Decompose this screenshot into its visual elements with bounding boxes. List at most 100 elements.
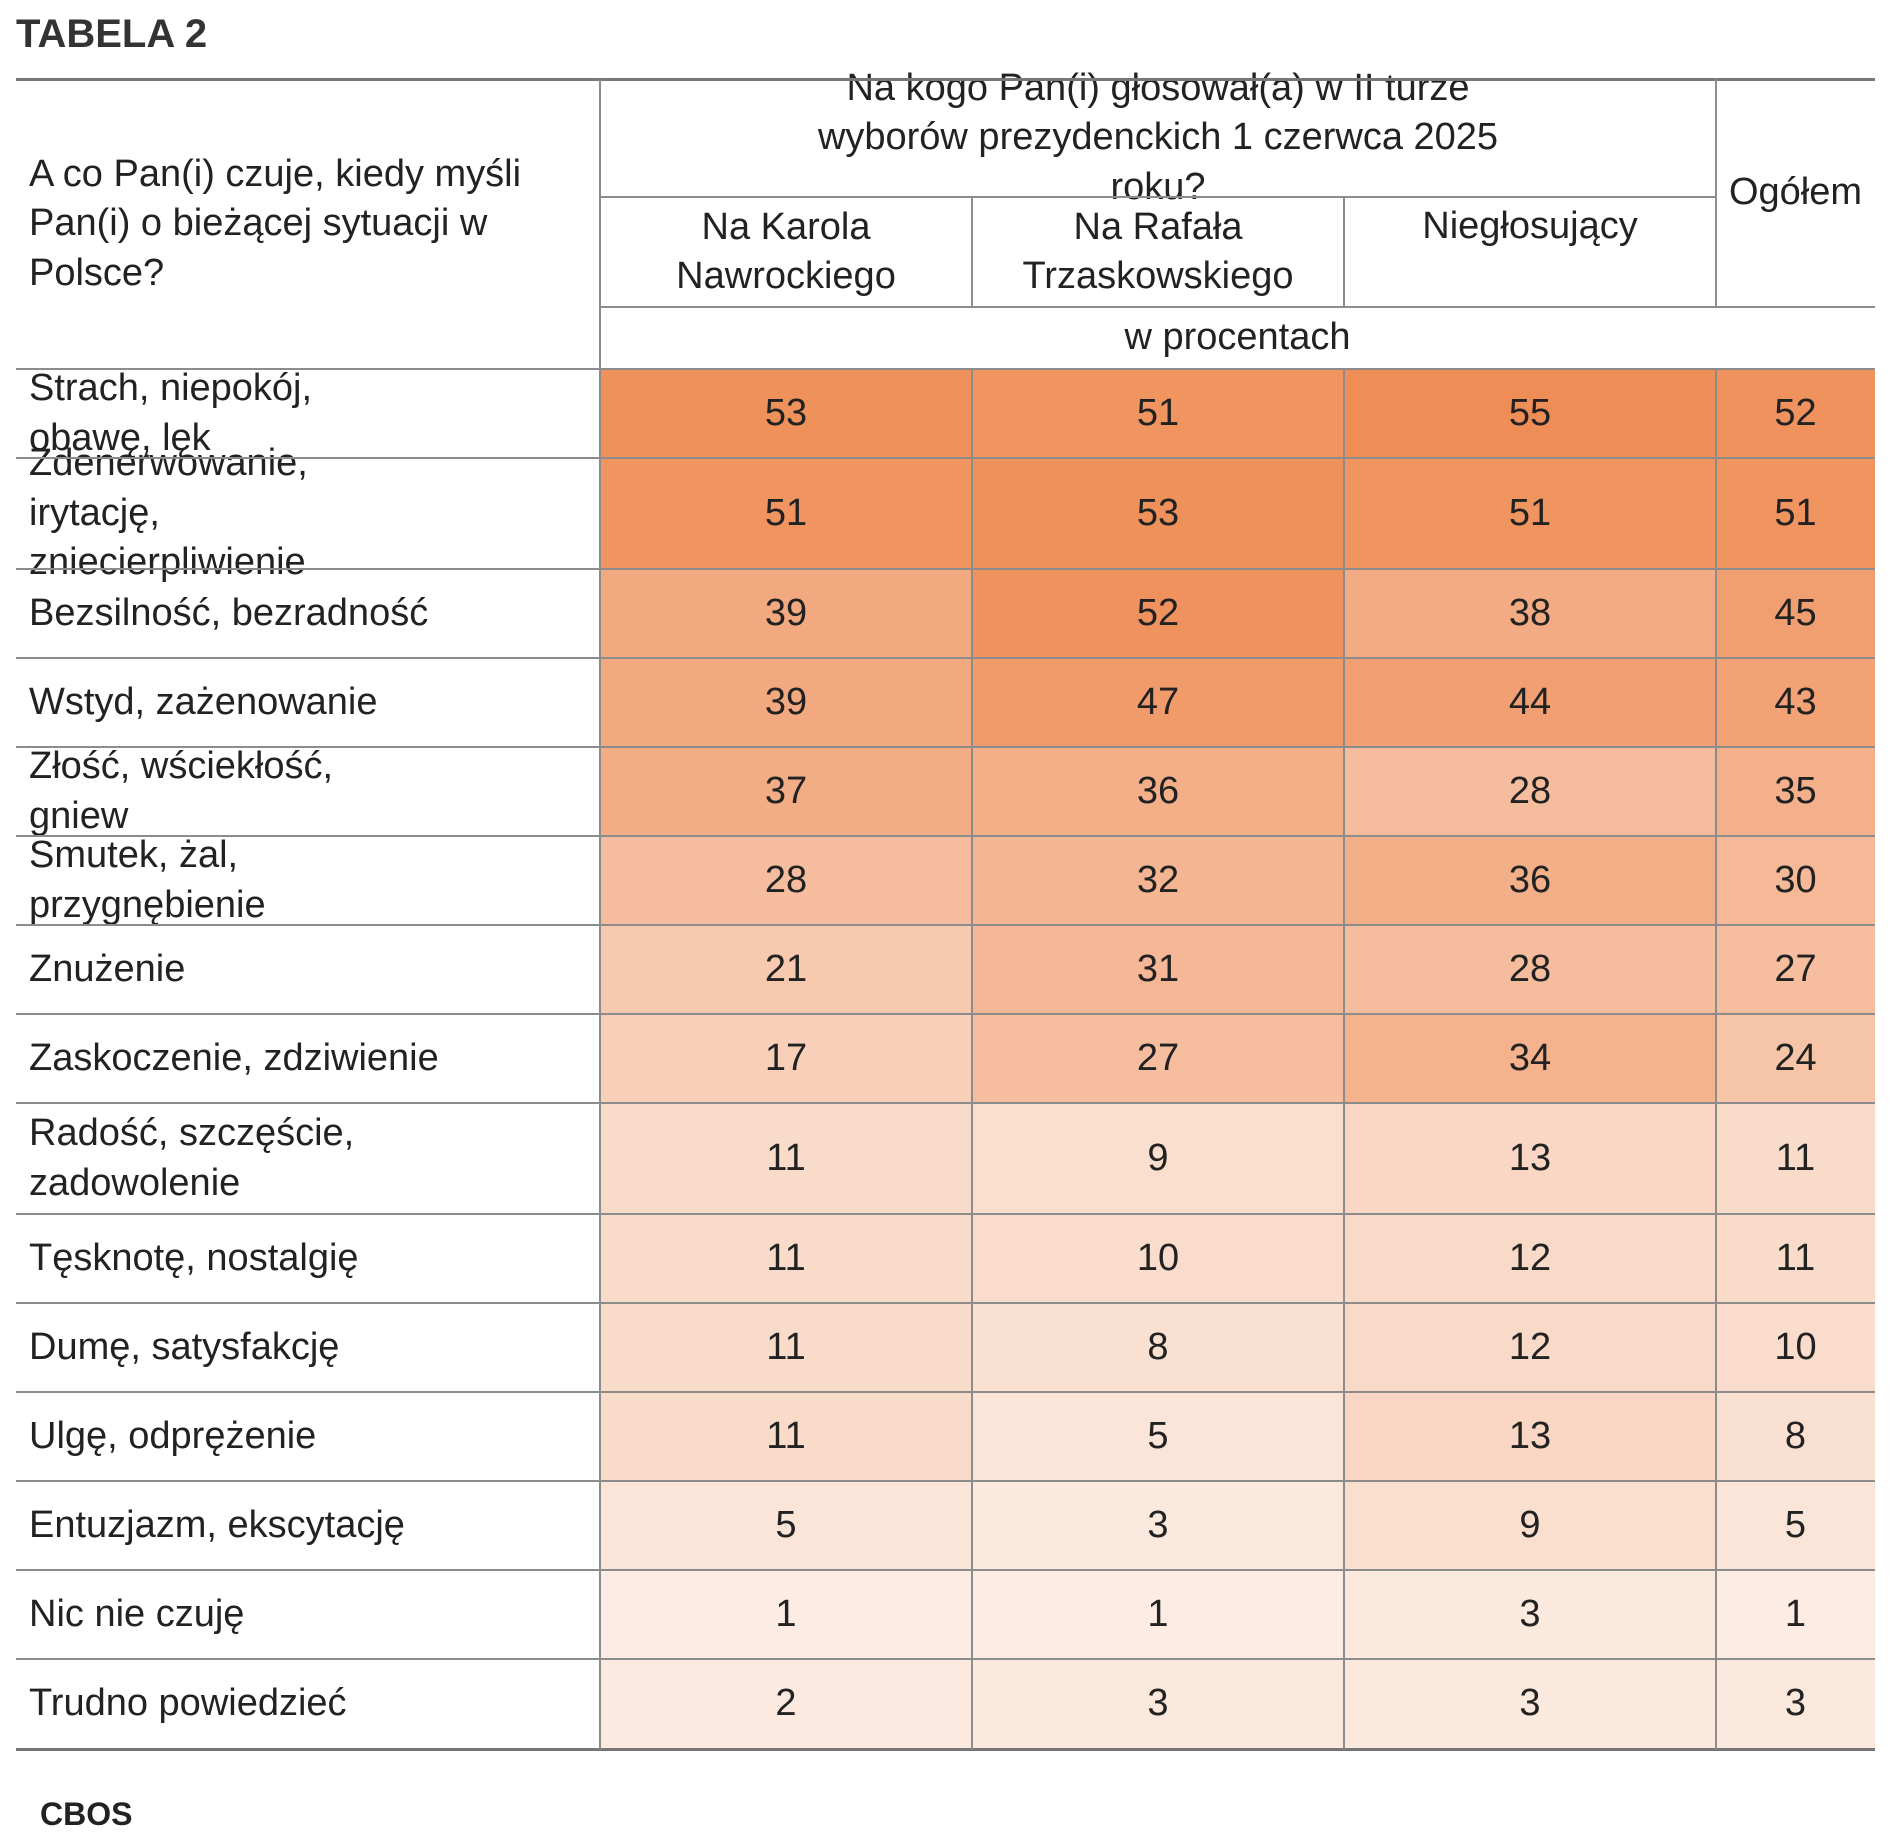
- value-cell: 35: [1716, 747, 1875, 836]
- row-divider: [16, 746, 1875, 748]
- row-label: Bezsilność, bezradność: [29, 591, 429, 634]
- row-divider: [16, 1658, 1875, 1660]
- row-label: Tęsknotę, nostalgię: [29, 1236, 359, 1279]
- row-divider: [16, 1302, 1875, 1304]
- row-label: Znużenie: [29, 947, 186, 990]
- row-label: Smutek, żal, przygnębienie: [29, 834, 266, 926]
- value-cell: 11: [600, 1214, 972, 1303]
- value-cell: 12: [1344, 1214, 1716, 1303]
- value-cell: 39: [600, 569, 972, 658]
- value-cell: 11: [600, 1103, 972, 1214]
- row-label: Radość, szczęście, zadowolenie: [29, 1112, 355, 1204]
- value-cell: 24: [1716, 1014, 1875, 1103]
- row-divider: [16, 568, 1875, 570]
- value-cell: 30: [1716, 836, 1875, 925]
- value-cell: 3: [1344, 1659, 1716, 1749]
- column-header-trzaskowski: Na Rafała Trzaskowskiego: [1022, 205, 1294, 297]
- value-cell: 3: [1344, 1570, 1716, 1659]
- value-cell: 9: [1344, 1481, 1716, 1570]
- value-cell: 3: [972, 1481, 1344, 1570]
- column-header-total: Ogółem: [1728, 171, 1863, 214]
- value-cell: 36: [972, 747, 1344, 836]
- value-cell: 37: [600, 747, 972, 836]
- table-title: TABELA 2: [16, 12, 208, 56]
- value-cell: 10: [972, 1214, 1344, 1303]
- value-cell: 1: [600, 1570, 972, 1659]
- row-label: Zaskoczenie, zdziwienie: [29, 1036, 439, 1079]
- row-label: Zdenerwowanie, irytację, zniecierpliwien…: [29, 442, 308, 584]
- row-divider: [16, 1480, 1875, 1482]
- row-label: Trudno powiedzieć: [29, 1682, 347, 1725]
- row-divider: [16, 657, 1875, 659]
- row-label: Strach, niepokój, obawę, lęk: [29, 367, 313, 459]
- value-cell: 36: [1344, 836, 1716, 925]
- row-divider: [600, 306, 1875, 308]
- row-label: Dumę, satysfakcję: [29, 1325, 340, 1368]
- value-cell: 28: [1344, 747, 1716, 836]
- value-cell: 8: [1716, 1392, 1875, 1481]
- value-cell: 28: [1344, 925, 1716, 1014]
- column-header-nawrocki: Na Karola Nawrockiego: [676, 205, 896, 297]
- row-label: Wstyd, zażenowanie: [29, 680, 378, 723]
- value-cell: 45: [1716, 569, 1875, 658]
- column-divider: [971, 369, 973, 1749]
- column-divider: [1715, 369, 1717, 1749]
- value-cell: 12: [1344, 1303, 1716, 1392]
- row-label: Ulgę, odprężenie: [29, 1414, 317, 1457]
- column-divider: [599, 79, 601, 1749]
- value-cell: 51: [1716, 458, 1875, 569]
- value-cell: 32: [972, 836, 1344, 925]
- value-cell: 5: [972, 1392, 1344, 1481]
- row-divider: [16, 1569, 1875, 1571]
- group-question-header: Na kogo Pan(i) głosował(a) w II turze wy…: [817, 66, 1499, 208]
- value-cell: 27: [972, 1014, 1344, 1103]
- value-cell: 34: [1344, 1014, 1716, 1103]
- value-cell: 51: [1344, 458, 1716, 569]
- row-divider: [16, 457, 1875, 459]
- value-cell: 11: [600, 1392, 972, 1481]
- table-top-border: [16, 78, 1875, 81]
- value-cell: 44: [1344, 658, 1716, 747]
- column-divider: [1343, 197, 1345, 307]
- value-cell: 5: [600, 1481, 972, 1570]
- row-divider: [16, 1102, 1875, 1104]
- value-cell: 53: [600, 369, 972, 458]
- value-cell: 38: [1344, 569, 1716, 658]
- value-cell: 47: [972, 658, 1344, 747]
- row-label-header: A co Pan(i) czuje, kiedy myśli Pan(i) o …: [29, 152, 522, 294]
- column-divider: [1343, 369, 1345, 1749]
- value-cell: 8: [972, 1303, 1344, 1392]
- value-cell: 2: [600, 1659, 972, 1749]
- value-cell: 13: [1344, 1392, 1716, 1481]
- value-cell: 9: [972, 1103, 1344, 1214]
- value-cell: 11: [600, 1303, 972, 1392]
- row-divider: [16, 835, 1875, 837]
- column-divider: [1715, 79, 1717, 307]
- table-bottom-border: [16, 1748, 1875, 1751]
- value-cell: 3: [1716, 1659, 1875, 1749]
- value-cell: 39: [600, 658, 972, 747]
- value-cell: 55: [1344, 369, 1716, 458]
- row-label: Złość, wściekłość, gniew: [29, 745, 334, 837]
- value-cell: 27: [1716, 925, 1875, 1014]
- row-divider: [16, 1013, 1875, 1015]
- value-cell: 1: [972, 1570, 1344, 1659]
- value-cell: 3: [972, 1659, 1344, 1749]
- row-label: Nic nie czuję: [29, 1592, 245, 1635]
- value-cell: 52: [1716, 369, 1875, 458]
- source-label: CBOS: [40, 1796, 133, 1832]
- unit-label: w procentach: [1124, 316, 1351, 359]
- value-cell: 51: [972, 369, 1344, 458]
- value-cell: 51: [600, 458, 972, 569]
- value-cell: 11: [1716, 1103, 1875, 1214]
- column-divider: [971, 197, 973, 307]
- value-cell: 43: [1716, 658, 1875, 747]
- value-cell: 17: [600, 1014, 972, 1103]
- value-cell: 31: [972, 925, 1344, 1014]
- row-divider: [16, 368, 1875, 370]
- value-cell: 1: [1716, 1570, 1875, 1659]
- row-divider: [16, 1213, 1875, 1215]
- data-table: A co Pan(i) czuje, kiedy myśli Pan(i) o …: [16, 66, 1875, 1751]
- column-header-nonvoters: Niegłosujący: [1422, 205, 1638, 248]
- value-cell: 53: [972, 458, 1344, 569]
